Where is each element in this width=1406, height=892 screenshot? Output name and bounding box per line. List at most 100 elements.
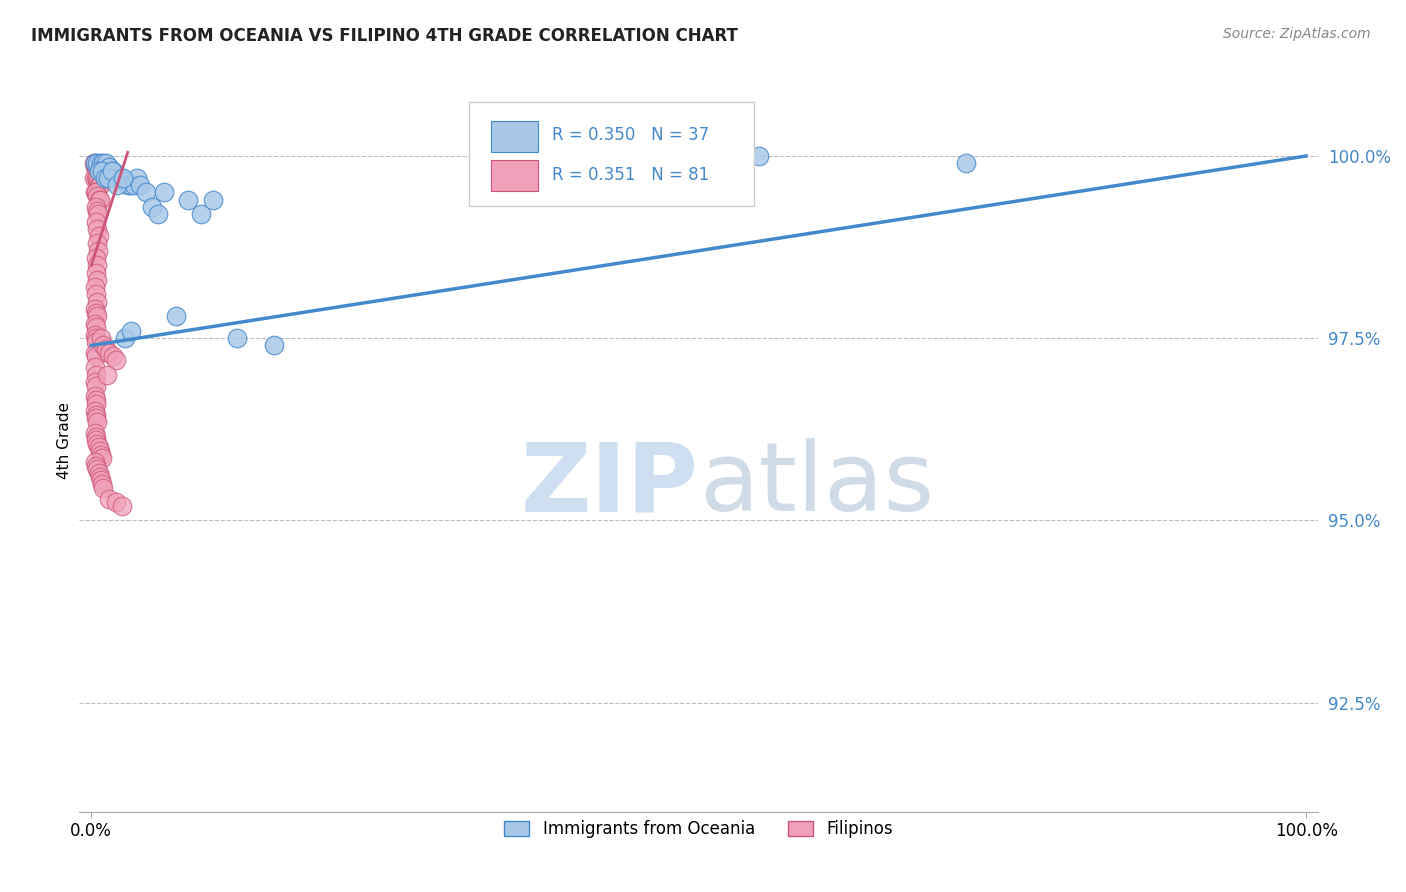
Point (86, 258, 108, 272)
Point (86, 236, 108, 251)
Point (86, 310, 108, 324)
Point (86, 462, 108, 476)
Text: Source: ZipAtlas.com: Source: ZipAtlas.com (1223, 27, 1371, 41)
Point (87, 441, 110, 455)
Point (141, 200, 163, 214)
Text: R = 0.350   N = 37: R = 0.350 N = 37 (553, 127, 710, 145)
Point (87, 229, 110, 244)
Point (84, 404, 107, 418)
Point (84, 397, 107, 411)
Point (84, 455, 107, 469)
Point (84, 156, 107, 170)
Point (111, 499, 134, 513)
Point (84, 458, 107, 473)
Point (84, 429, 107, 443)
Point (84, 170, 107, 185)
Point (177, 193, 200, 207)
Point (84, 327, 107, 342)
Point (120, 324, 142, 338)
Point (87, 466, 110, 480)
Point (84, 433, 107, 447)
Point (91, 451, 114, 466)
Point (226, 331, 249, 345)
Point (84, 301, 107, 316)
Point (120, 178, 142, 193)
Point (94, 156, 117, 170)
Point (84, 331, 107, 345)
Point (91, 477, 114, 491)
Point (84, 160, 107, 174)
Point (90, 163, 112, 178)
Text: atlas: atlas (699, 438, 934, 532)
Point (114, 174, 136, 188)
Point (90, 473, 112, 487)
Point (190, 207, 212, 221)
Point (89, 163, 111, 178)
Point (93, 156, 115, 170)
Point (114, 331, 136, 345)
Point (105, 178, 128, 193)
Point (84, 408, 107, 422)
Point (86, 273, 108, 287)
Point (86, 189, 108, 203)
Point (122, 178, 145, 193)
Text: R = 0.351   N = 81: R = 0.351 N = 81 (553, 166, 710, 184)
Point (84, 186, 107, 200)
Point (89, 193, 111, 207)
Point (748, 149, 770, 163)
Point (97, 170, 120, 185)
Point (84, 389, 107, 403)
Point (84, 186, 107, 200)
Point (87, 244, 110, 258)
Point (87, 193, 110, 207)
Point (84, 393, 107, 408)
Point (107, 170, 129, 185)
Point (86, 415, 108, 429)
Point (96, 368, 118, 382)
Point (86, 170, 108, 185)
Point (86, 294, 108, 309)
Point (84, 200, 107, 214)
Point (91, 163, 114, 178)
Point (86, 160, 108, 174)
Bar (491, 160, 537, 191)
Point (83, 156, 105, 170)
Text: IMMIGRANTS FROM OCEANIA VS FILIPINO 4TH GRADE CORRELATION CHART: IMMIGRANTS FROM OCEANIA VS FILIPINO 4TH … (31, 27, 738, 45)
Point (104, 353, 127, 368)
Point (101, 163, 124, 178)
Point (84, 334, 107, 349)
Point (84, 425, 107, 440)
Text: ZIP: ZIP (520, 438, 699, 532)
Point (89, 178, 111, 193)
Point (263, 338, 285, 352)
Point (101, 163, 124, 178)
Point (86, 156, 108, 170)
Y-axis label: 4th Grade: 4th Grade (58, 401, 72, 479)
Point (101, 350, 124, 364)
Point (89, 178, 111, 193)
Point (89, 444, 111, 458)
Point (84, 266, 107, 280)
Point (165, 310, 187, 324)
Point (91, 167, 114, 181)
Point (955, 156, 977, 170)
Point (84, 251, 107, 265)
Point (127, 170, 149, 185)
Bar (491, 120, 537, 152)
Point (111, 170, 134, 185)
Point (98, 345, 121, 359)
Point (90, 448, 112, 462)
Point (84, 411, 107, 425)
Point (84, 368, 107, 382)
Point (84, 280, 107, 294)
Point (86, 222, 108, 236)
Point (84, 345, 107, 359)
Point (93, 481, 115, 495)
Point (117, 178, 139, 193)
Point (94, 342, 117, 356)
Point (146, 207, 169, 221)
Point (84, 214, 107, 228)
Point (89, 469, 111, 483)
Point (87, 163, 110, 178)
Point (90, 331, 112, 345)
